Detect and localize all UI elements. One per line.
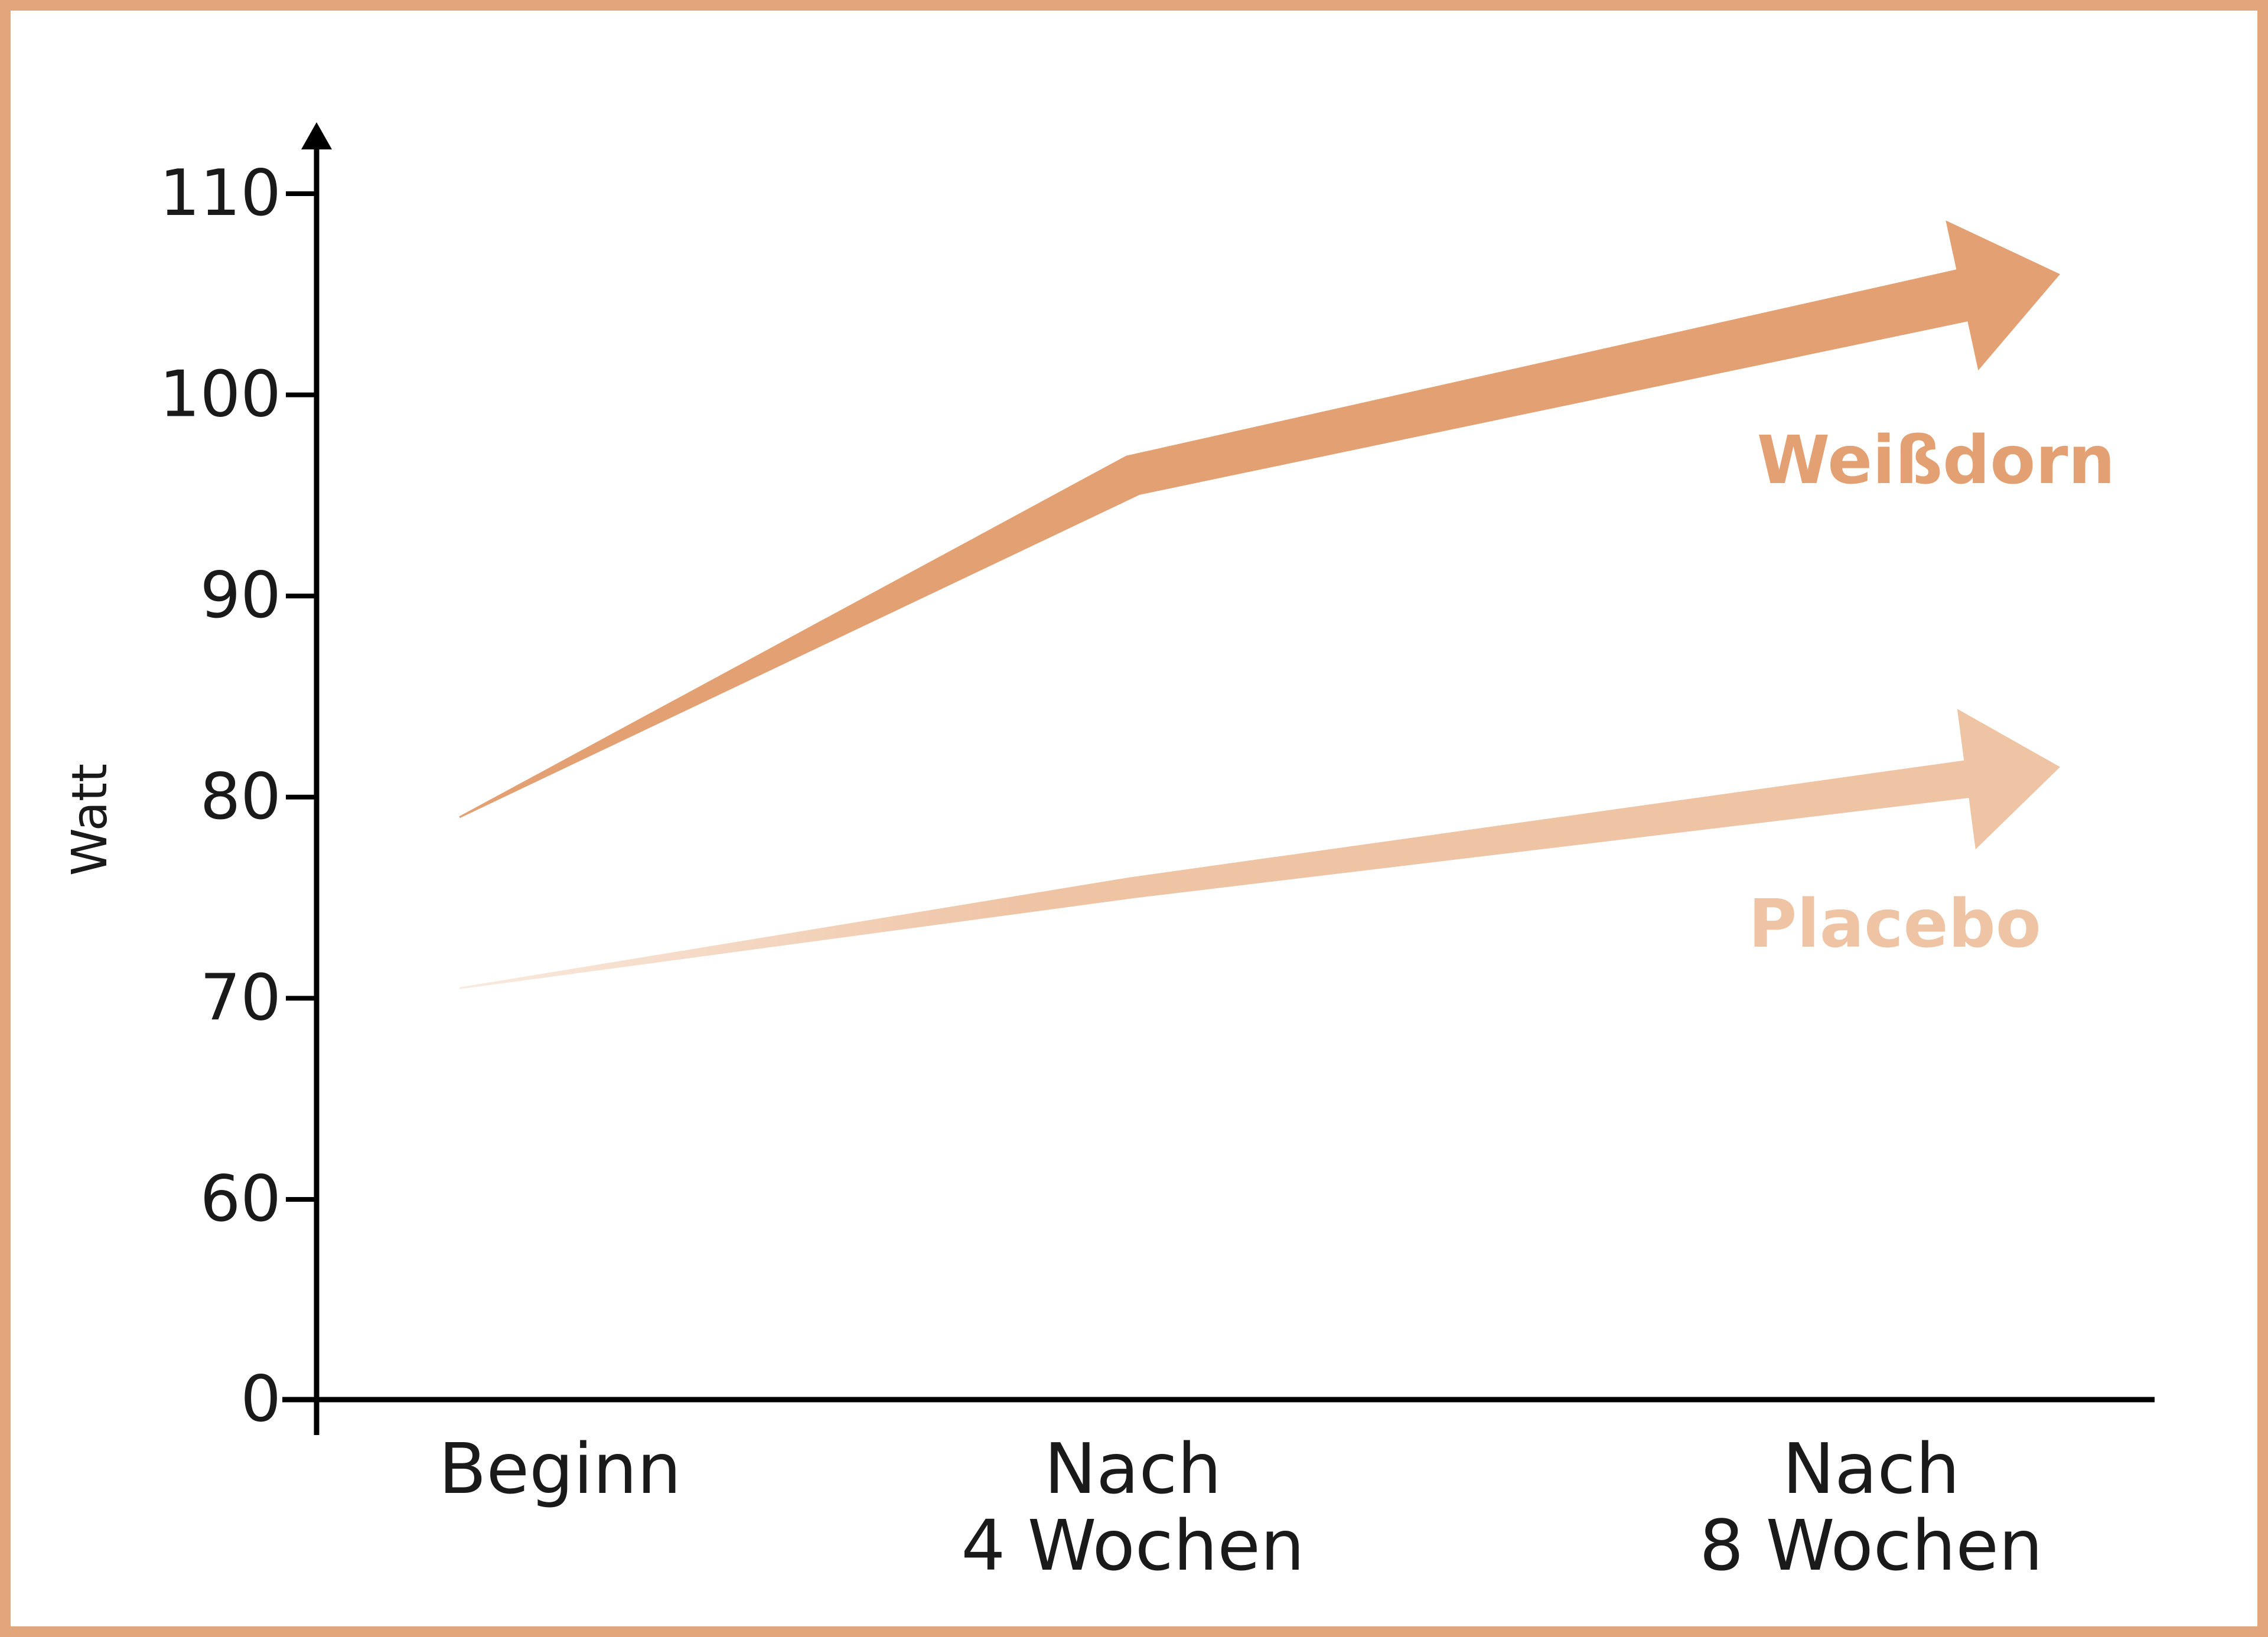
y-axis-arrowhead xyxy=(301,122,332,149)
series-arrow-weißdorn xyxy=(459,220,2060,819)
y-tick-label: 110 xyxy=(159,156,281,230)
x-tick-label-line: 4 Wochen xyxy=(961,1505,1305,1586)
y-tick-label: 0 xyxy=(240,1362,281,1436)
y-tick-label: 70 xyxy=(200,961,281,1035)
x-tick-label-line: Beginn xyxy=(439,1428,682,1509)
y-tick-label: 80 xyxy=(200,760,281,834)
y-tick-label: 100 xyxy=(159,358,281,432)
x-tick-label: Beginn xyxy=(439,1428,682,1509)
x-tick-label: Nach 4 Wochen xyxy=(961,1428,1305,1586)
y-tick-label: 90 xyxy=(200,559,281,632)
y-tick-label: 60 xyxy=(200,1162,281,1236)
y-axis-title: Watt xyxy=(62,764,118,876)
x-tick-label-line: 8 Wochen xyxy=(1699,1505,2043,1586)
series-label: Weißdorn xyxy=(1757,422,2116,499)
series-label: Placebo xyxy=(1748,886,2041,963)
x-tick-label: Nach 8 Wochen xyxy=(1699,1428,2043,1586)
series-arrow-placebo xyxy=(459,709,2060,989)
x-tick-label-line: Nach xyxy=(1783,1428,1960,1509)
x-tick-label-line: Nach xyxy=(1044,1428,1221,1509)
